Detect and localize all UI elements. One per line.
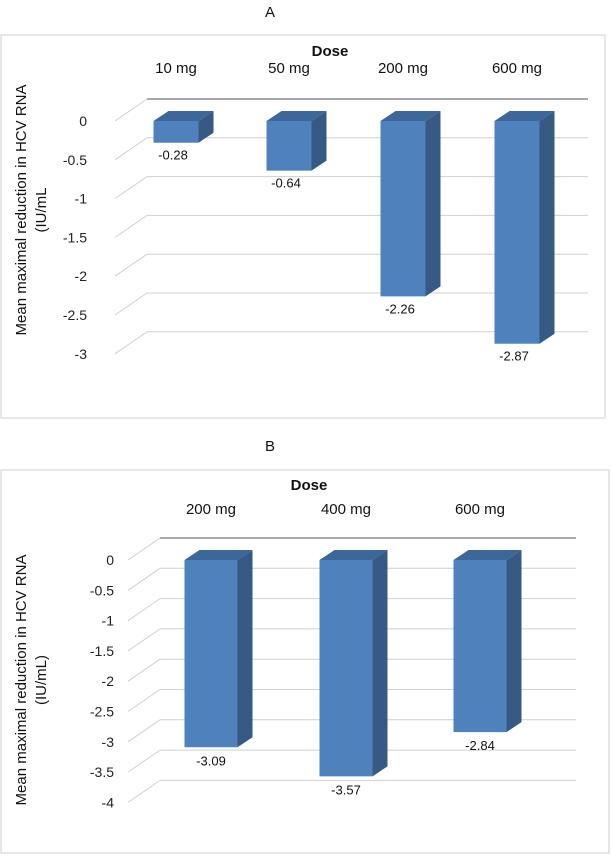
y-tick-label: -2 — [102, 673, 115, 689]
y-tick-label: -1.5 — [90, 643, 114, 659]
bar-top-face — [453, 550, 522, 560]
gridline-depth — [127, 689, 161, 712]
bar — [319, 560, 373, 777]
gridline-depth — [114, 137, 148, 161]
bar — [494, 121, 540, 344]
x-category-label: 50 mg — [268, 60, 310, 77]
x-category-label: 200 mg — [186, 501, 236, 518]
data-label: -0.28 — [158, 148, 188, 163]
y-axis-title: Mean maximal reduction in HCV RNA — [13, 555, 30, 806]
x-axis-title: Dose — [291, 477, 328, 494]
y-tick-label: -2.5 — [90, 704, 114, 720]
gridline-depth — [127, 658, 161, 682]
x-category-label: 600 mg — [492, 60, 542, 77]
y-tick-label: -3 — [102, 734, 115, 750]
y-tick-label: -1 — [102, 613, 115, 629]
data-label: -0.64 — [271, 176, 301, 191]
bar — [266, 121, 312, 171]
y-axis-title-units: (IU/mL) — [33, 655, 50, 705]
gridline-depth — [127, 598, 161, 622]
gridline-depth — [127, 628, 161, 652]
gridline-depth — [114, 98, 148, 122]
bar-side-face — [311, 111, 327, 171]
x-axis-title: Dose — [312, 43, 349, 60]
bar-top-face — [184, 550, 253, 560]
panel-title: A — [265, 4, 275, 21]
x-category-label: 200 mg — [378, 60, 428, 77]
y-axis-title-units: (IU/mL — [33, 188, 50, 233]
gridline-depth — [114, 253, 148, 277]
bar — [380, 121, 426, 297]
bar-top-face — [380, 111, 441, 121]
y-axis-title: Mean maximal reduction in HCV RNA — [13, 85, 30, 336]
y-tick-label: -0.5 — [63, 152, 87, 168]
y-tick-label: 0 — [106, 552, 114, 568]
y-tick-label: -0.5 — [90, 582, 114, 598]
y-tick-label: -2 — [75, 268, 88, 284]
x-category-label: 600 mg — [455, 501, 505, 518]
y-tick-label: -1.5 — [63, 229, 87, 245]
y-tick-label: -1 — [75, 191, 88, 207]
data-label: -2.84 — [465, 738, 495, 753]
bar — [153, 121, 199, 143]
bar — [184, 560, 238, 748]
bar-side-face — [372, 550, 388, 777]
gridline-depth — [114, 292, 148, 316]
data-label: -2.87 — [499, 349, 529, 364]
gridline-depth — [127, 719, 161, 743]
bar-side-face — [237, 550, 253, 748]
gridline-depth — [127, 749, 161, 773]
y-tick-label: -4 — [102, 794, 115, 810]
gridline-depth — [127, 779, 161, 803]
bar-side-face — [425, 111, 441, 297]
data-label: -2.26 — [385, 301, 415, 316]
plot-frame — [0, 34, 606, 419]
data-label: -3.57 — [331, 782, 361, 797]
data-label: -3.09 — [196, 753, 226, 768]
gridline-depth — [114, 214, 148, 238]
bar-top-face — [266, 111, 327, 121]
bar-side-face — [506, 550, 522, 733]
bar-top-face — [494, 111, 555, 121]
x-category-label: 400 mg — [321, 501, 371, 518]
bar-side-face — [539, 111, 555, 344]
bar — [453, 560, 507, 733]
plot-frame — [0, 469, 610, 854]
bar-top-face — [319, 550, 388, 560]
y-tick-label: -3 — [75, 346, 88, 362]
gridline-depth — [114, 176, 148, 200]
y-tick-label: -2.5 — [63, 307, 87, 323]
gridline-depth — [127, 537, 161, 561]
gridline-depth — [114, 331, 148, 355]
panel-title: B — [265, 438, 275, 455]
y-tick-label: 0 — [79, 113, 87, 129]
y-tick-label: -3.5 — [90, 764, 114, 780]
bar-side-face — [198, 111, 214, 143]
x-category-label: 10 mg — [155, 60, 197, 77]
bar-top-face — [153, 111, 214, 121]
gridline-depth — [127, 567, 161, 591]
